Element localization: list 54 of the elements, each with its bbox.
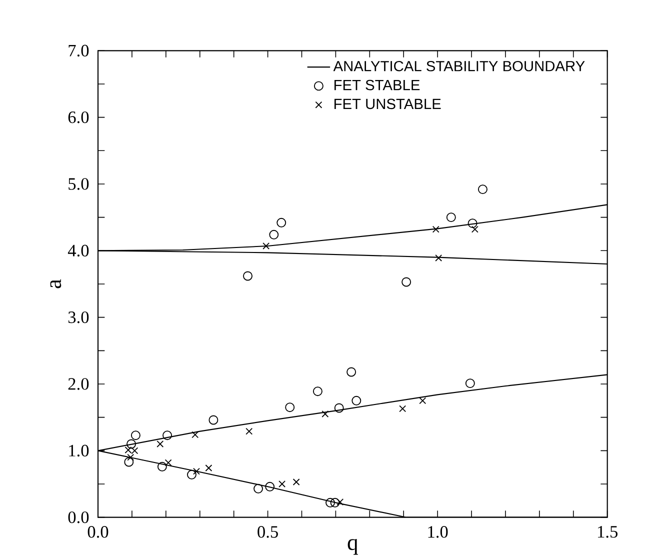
y-axis-title: a <box>50 279 62 288</box>
point <box>478 184 488 194</box>
point <box>471 226 478 233</box>
point <box>262 242 270 250</box>
point <box>130 430 140 440</box>
y-tick-label: 1.0 <box>69 444 89 457</box>
point <box>265 482 275 492</box>
legend-label: FET STABLE <box>334 80 420 90</box>
legend-label: FET UNSTABLE <box>334 98 441 110</box>
point <box>399 405 406 412</box>
point <box>326 498 335 508</box>
legend-label: ANALYTICAL STABILITY BOUNDARY <box>333 60 585 72</box>
point <box>336 498 344 506</box>
point <box>468 218 478 228</box>
point <box>446 212 456 222</box>
point <box>246 428 253 435</box>
point <box>292 478 300 486</box>
y-tick-label: 4.0 <box>68 244 89 257</box>
y-tick-label: 3.0 <box>68 311 89 324</box>
point <box>285 402 295 412</box>
point <box>186 470 196 480</box>
point <box>334 403 344 413</box>
x-axis-title: q <box>348 538 358 555</box>
point <box>254 484 264 494</box>
point <box>419 397 426 404</box>
point <box>465 378 475 388</box>
y-tick-label: 0.0 <box>68 511 89 524</box>
y-tick-label: 7.0 <box>68 44 89 57</box>
y-tick-label: 5.0 <box>68 178 89 190</box>
point <box>330 498 340 508</box>
y-tick-label: 6.0 <box>68 111 89 124</box>
point <box>126 439 136 449</box>
point <box>402 277 412 287</box>
point <box>243 271 252 281</box>
point <box>312 386 322 396</box>
point <box>156 440 164 448</box>
point <box>124 457 134 467</box>
point <box>192 431 199 438</box>
point <box>346 367 356 377</box>
point <box>432 226 440 233</box>
x-tick-label: 0.0 <box>88 526 108 538</box>
y-tick-label: 2.0 <box>68 378 89 390</box>
x-tick-label: 1.5 <box>598 526 618 538</box>
point <box>269 230 279 240</box>
point <box>352 396 362 406</box>
x-tick-label: 1.0 <box>428 526 448 538</box>
point <box>278 480 286 488</box>
point <box>208 415 218 425</box>
point <box>205 464 212 472</box>
point <box>162 430 172 440</box>
point <box>322 410 329 418</box>
point <box>435 254 442 262</box>
x-tick-label: 0.5 <box>258 526 278 538</box>
point <box>276 218 286 228</box>
